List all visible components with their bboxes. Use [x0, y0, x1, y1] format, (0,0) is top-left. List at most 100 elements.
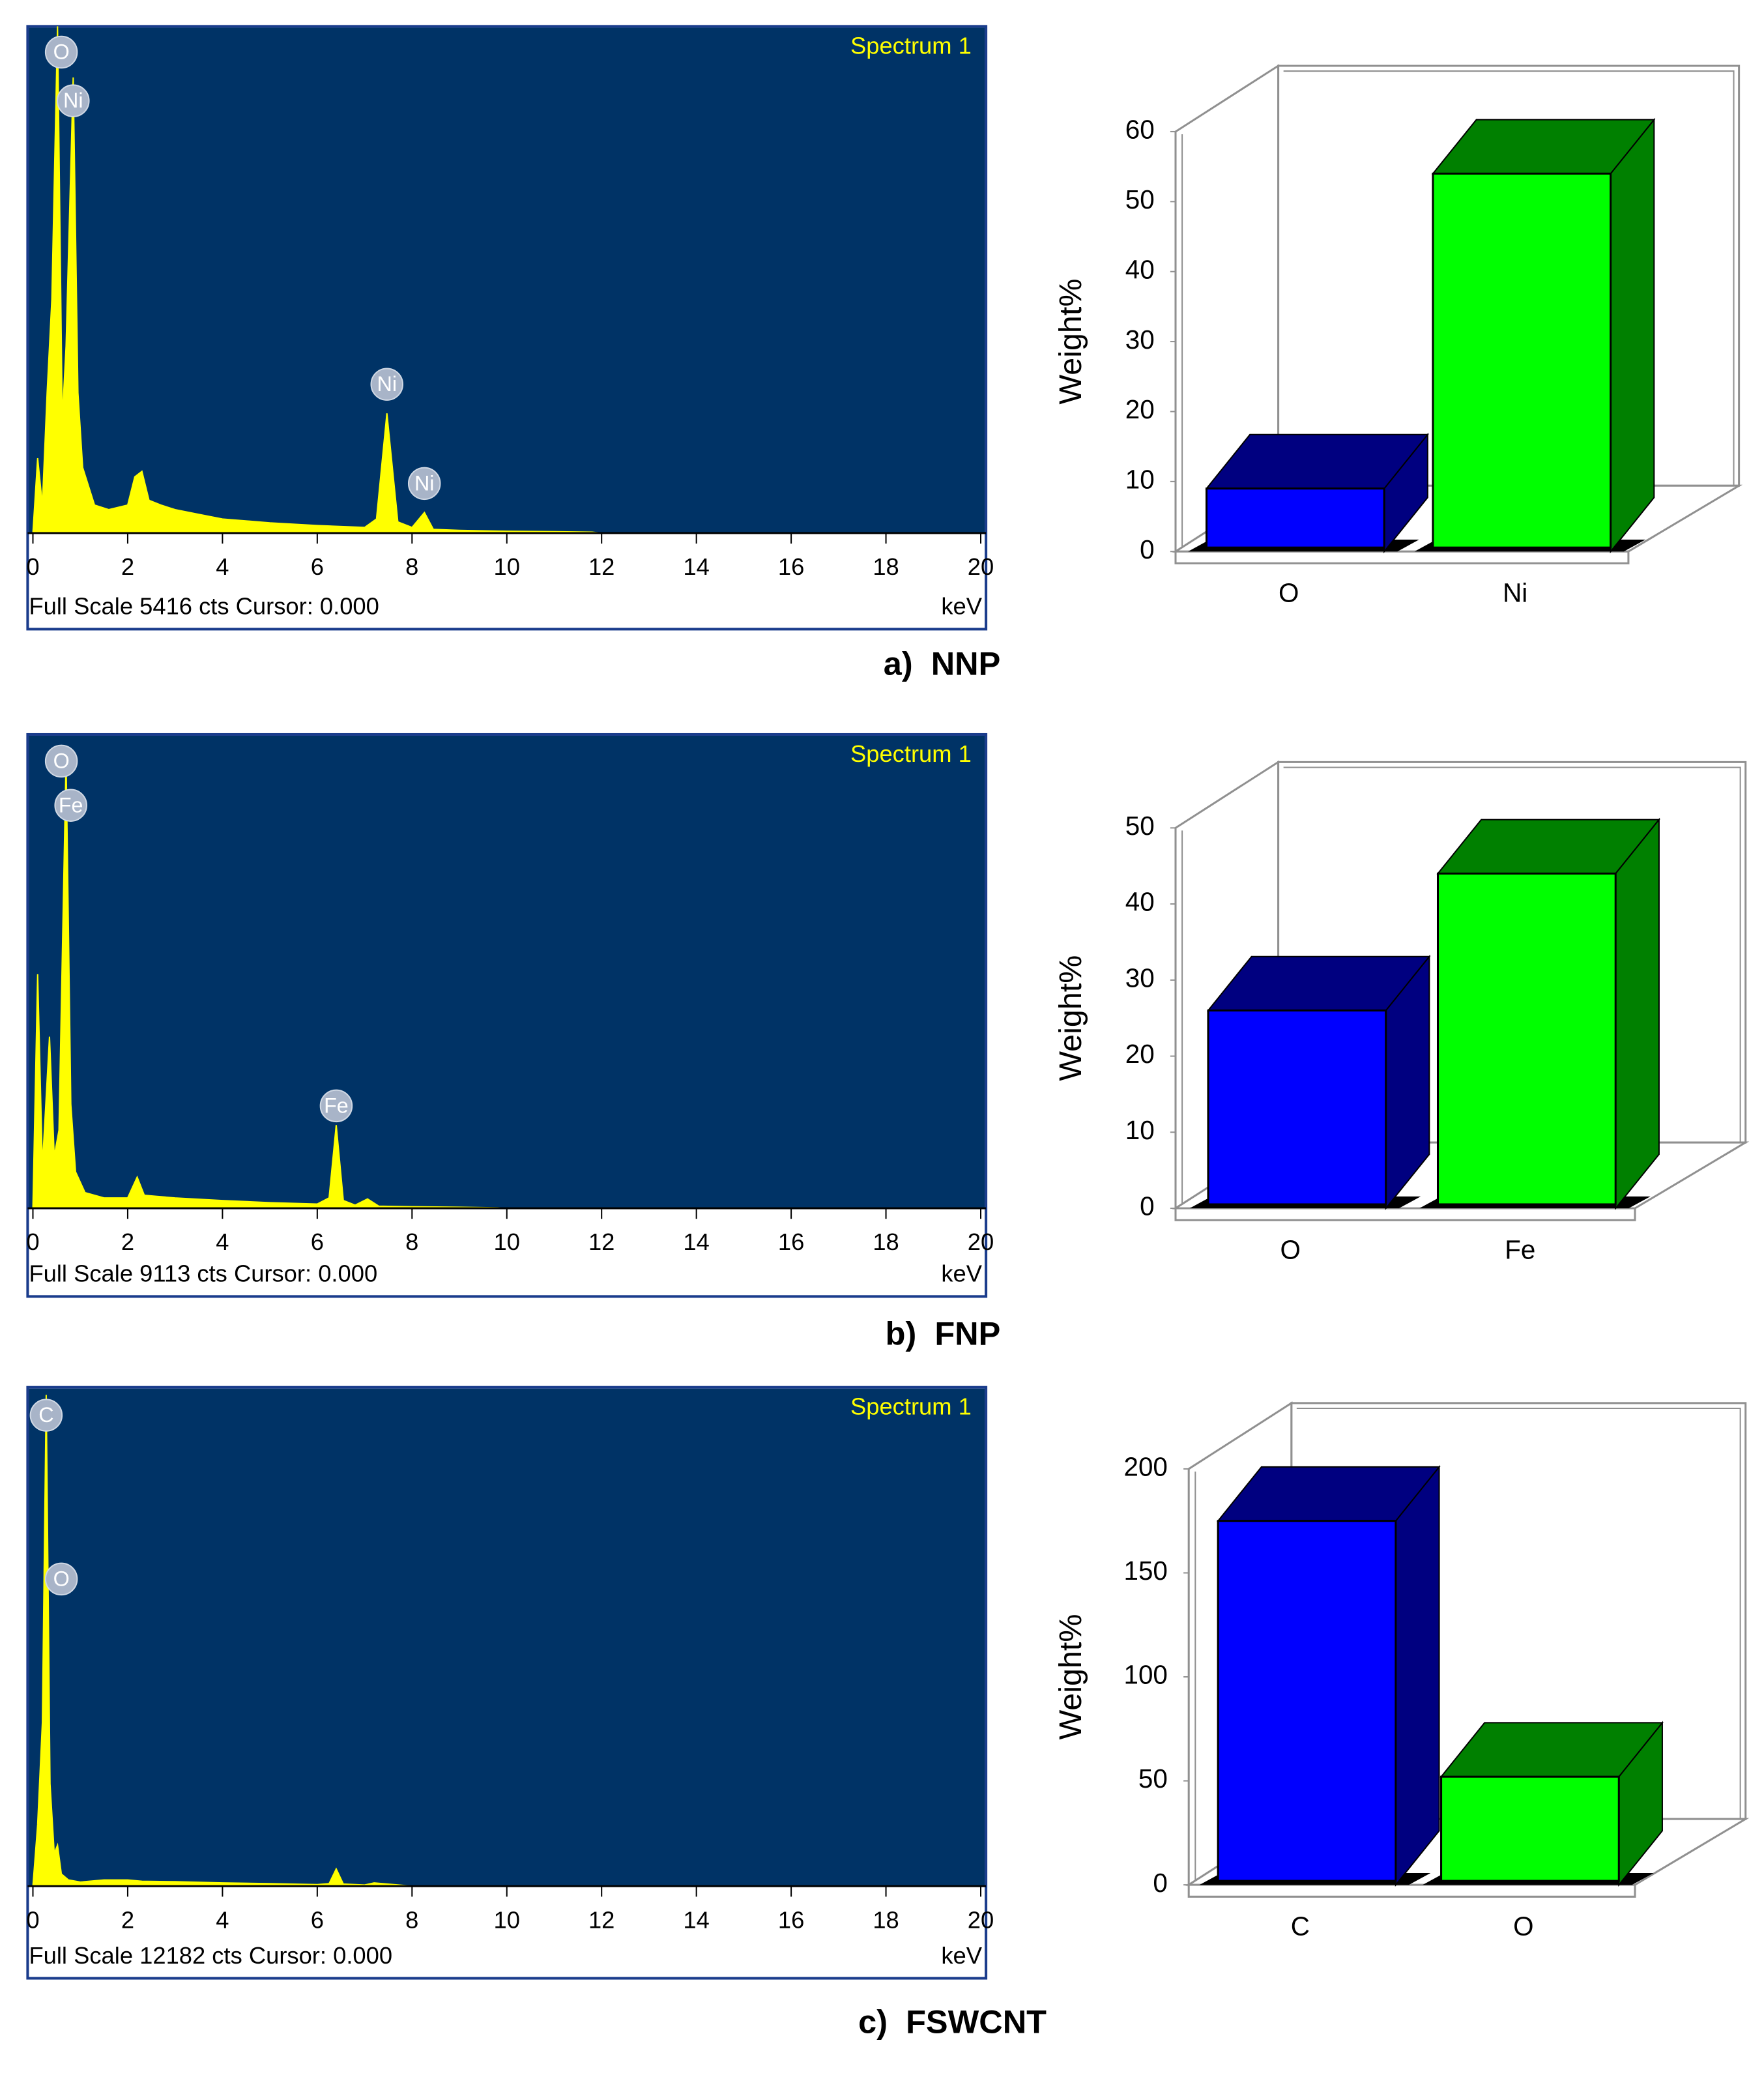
- y-tick-label: 10: [1125, 465, 1155, 495]
- x-tick-label: 20: [968, 1906, 994, 1933]
- y-tick-label: 150: [1123, 1556, 1167, 1586]
- y-tick-label: 60: [1125, 115, 1155, 145]
- x-unit: keV: [941, 1942, 982, 1969]
- bar: [1440, 1775, 1620, 1882]
- x-tick-label: 14: [683, 1906, 709, 1933]
- peak-marker: [44, 744, 78, 778]
- y-tick-label: 40: [1125, 887, 1155, 917]
- floor-edge: [1174, 1207, 1636, 1221]
- y-tick-label: 10: [1125, 1115, 1155, 1145]
- x-tick-label: 18: [873, 553, 899, 580]
- x-tick-label: 4: [216, 1906, 229, 1933]
- x-tick-label: 18: [873, 1228, 899, 1255]
- plot-background: [29, 27, 985, 533]
- plot-background: [29, 735, 985, 1209]
- peak-label: O: [53, 1567, 70, 1590]
- x-tick-label: Fe: [1505, 1234, 1535, 1264]
- peak-label: O: [53, 749, 70, 772]
- x-tick-label: 4: [216, 1228, 229, 1255]
- x-tick-label: O: [1279, 578, 1299, 608]
- x-tick-label: 10: [494, 553, 520, 580]
- peak-label: Fe: [324, 1094, 349, 1117]
- peak-label: Ni: [377, 372, 398, 396]
- y-tick-label: 50: [1125, 811, 1155, 841]
- x-tick-label: 6: [311, 1228, 324, 1255]
- peak-marker: [57, 84, 90, 117]
- y-tick-label: 30: [1125, 325, 1155, 355]
- x-unit: keV: [941, 593, 982, 620]
- peak-marker: [319, 1089, 353, 1123]
- peak-marker: [54, 789, 87, 822]
- peak-marker: [29, 1399, 63, 1432]
- bar: [1205, 487, 1385, 549]
- x-tick-label: 12: [588, 1906, 615, 1933]
- y-tick-label: 30: [1125, 963, 1155, 993]
- x-tick-label: 18: [873, 1906, 899, 1933]
- footer: Full Scale 12182 cts Cursor: 0.000: [29, 1942, 392, 1969]
- x-tick-label: O: [1280, 1234, 1301, 1264]
- bar: [1217, 1520, 1397, 1882]
- x-tick-label: 12: [588, 1228, 615, 1255]
- x-tick-label: 2: [121, 1228, 134, 1255]
- peak-label: Ni: [63, 89, 83, 112]
- back-wall-inner: [1283, 766, 1741, 1143]
- peak-marker: [44, 1562, 78, 1596]
- y-tick-label: 0: [1140, 534, 1154, 564]
- spectrum-title: Spectrum 1: [850, 740, 972, 767]
- y-tick-label: 50: [1125, 184, 1155, 214]
- bar-side: [1610, 117, 1655, 554]
- bar: [1436, 872, 1617, 1206]
- spectrum-title: Spectrum 1: [850, 1393, 972, 1420]
- caption: b) FNP: [886, 1314, 1001, 1352]
- back-wall-inner: [1283, 70, 1735, 486]
- x-tick-label: 10: [494, 1228, 520, 1255]
- y-axis-title: Weight%: [1053, 955, 1088, 1081]
- x-tick-label: 16: [778, 1906, 804, 1933]
- bar: [1432, 172, 1612, 549]
- x-tick-label: 6: [311, 1906, 324, 1933]
- peak-marker: [407, 467, 441, 501]
- x-tick-label: 8: [405, 553, 418, 580]
- caption: c) FSWCNT: [858, 2003, 1047, 2041]
- x-tick-label: Ni: [1503, 578, 1527, 608]
- x-tick-label: 0: [26, 553, 39, 580]
- x-tick-label: 20: [968, 1228, 994, 1255]
- peak-label: O: [53, 40, 70, 64]
- y-tick-label: 20: [1125, 1039, 1155, 1069]
- spectrum-line: [32, 758, 981, 1210]
- x-tick-label: 8: [405, 1228, 418, 1255]
- floor-edge: [1187, 1883, 1636, 1898]
- x-tick-label: 12: [588, 553, 615, 580]
- spectrum-line: [32, 26, 981, 534]
- x-tick-label: 4: [216, 553, 229, 580]
- y-axis-title: Weight%: [1053, 279, 1088, 405]
- x-tick-label: 14: [683, 553, 709, 580]
- bar-side: [1395, 1465, 1440, 1887]
- x-tick-label: 8: [405, 1906, 418, 1933]
- y-axis-title: Weight%: [1053, 1614, 1088, 1740]
- caption: a) NNP: [884, 645, 1001, 682]
- peak-label: C: [38, 1403, 53, 1427]
- x-tick-label: 6: [311, 553, 324, 580]
- peak-marker: [44, 35, 78, 69]
- spectrum-title: Spectrum 1: [850, 32, 972, 59]
- footer: Full Scale 5416 cts Cursor: 0.000: [29, 593, 379, 620]
- y-tick-label: 50: [1138, 1764, 1168, 1794]
- x-tick-label: C: [1291, 1911, 1310, 1941]
- x-tick-label: 0: [26, 1906, 39, 1933]
- x-tick-label: 16: [778, 1228, 804, 1255]
- peak-label: Ni: [414, 471, 435, 495]
- bar-side: [1615, 817, 1660, 1210]
- footer: Full Scale 9113 cts Cursor: 0.000: [29, 1260, 377, 1287]
- y-tick-label: 0: [1153, 1868, 1167, 1898]
- x-tick-label: 0: [26, 1228, 39, 1255]
- x-unit: keV: [941, 1260, 982, 1287]
- back-wall-inner: [1296, 1408, 1741, 1820]
- x-tick-label: 10: [494, 1906, 520, 1933]
- x-tick-label: 2: [121, 553, 134, 580]
- y-tick-label: 20: [1125, 394, 1155, 424]
- y-tick-label: 0: [1140, 1191, 1154, 1221]
- x-tick-label: 14: [683, 1228, 709, 1255]
- x-tick-label: 2: [121, 1906, 134, 1933]
